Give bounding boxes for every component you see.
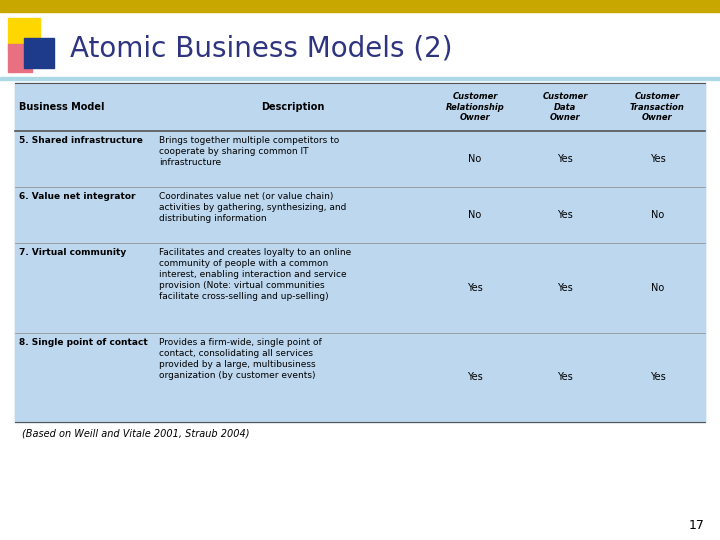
Bar bbox=[24, 38, 54, 68]
Text: Yes: Yes bbox=[557, 373, 573, 382]
Text: 7. Virtual community: 7. Virtual community bbox=[19, 248, 126, 257]
Text: Business Model: Business Model bbox=[19, 102, 104, 112]
Bar bbox=[8, 44, 32, 72]
Text: Atomic Business Models (2): Atomic Business Models (2) bbox=[70, 34, 452, 62]
Text: Yes: Yes bbox=[557, 283, 573, 293]
Text: Yes: Yes bbox=[557, 154, 573, 164]
Bar bbox=[15, 187, 705, 243]
Text: Yes: Yes bbox=[557, 210, 573, 220]
Text: Provides a firm-wide, single point of
contact, consolidating all services
provid: Provides a firm-wide, single point of co… bbox=[159, 338, 322, 380]
Bar bbox=[15, 131, 705, 187]
Text: Facilitates and creates loyalty to an online
community of people with a common
i: Facilitates and creates loyalty to an on… bbox=[159, 248, 351, 301]
Text: Brings together multiple competitors to
cooperate by sharing common IT
infrastru: Brings together multiple competitors to … bbox=[159, 136, 339, 167]
Text: Customer
Transaction
Owner: Customer Transaction Owner bbox=[630, 92, 685, 122]
Bar bbox=[0, 0, 720, 12]
Bar bbox=[15, 83, 705, 131]
Text: Yes: Yes bbox=[467, 373, 483, 382]
Text: Customer
Data
Owner: Customer Data Owner bbox=[542, 92, 588, 122]
Text: 17: 17 bbox=[689, 519, 705, 532]
Text: No: No bbox=[651, 283, 664, 293]
Text: Yes: Yes bbox=[467, 283, 483, 293]
Bar bbox=[0, 77, 720, 80]
Bar bbox=[15, 243, 705, 333]
Text: Customer
Relationship
Owner: Customer Relationship Owner bbox=[446, 92, 505, 122]
Text: Yes: Yes bbox=[649, 154, 665, 164]
Bar bbox=[15, 333, 705, 422]
Text: 8. Single point of contact: 8. Single point of contact bbox=[19, 338, 148, 347]
Text: Coordinates value net (or value chain)
activities by gathering, synthesizing, an: Coordinates value net (or value chain) a… bbox=[159, 192, 346, 223]
Text: Yes: Yes bbox=[649, 373, 665, 382]
Text: No: No bbox=[469, 210, 482, 220]
Text: 5. Shared infrastructure: 5. Shared infrastructure bbox=[19, 136, 143, 145]
Bar bbox=[8, 18, 40, 50]
Text: (Based on Weill and Vitale 2001, Straub 2004): (Based on Weill and Vitale 2001, Straub … bbox=[22, 428, 250, 438]
Text: 6. Value net integrator: 6. Value net integrator bbox=[19, 192, 135, 201]
Text: No: No bbox=[469, 154, 482, 164]
Text: No: No bbox=[651, 210, 664, 220]
Text: Description: Description bbox=[261, 102, 324, 112]
Bar bbox=[15, 83, 705, 422]
